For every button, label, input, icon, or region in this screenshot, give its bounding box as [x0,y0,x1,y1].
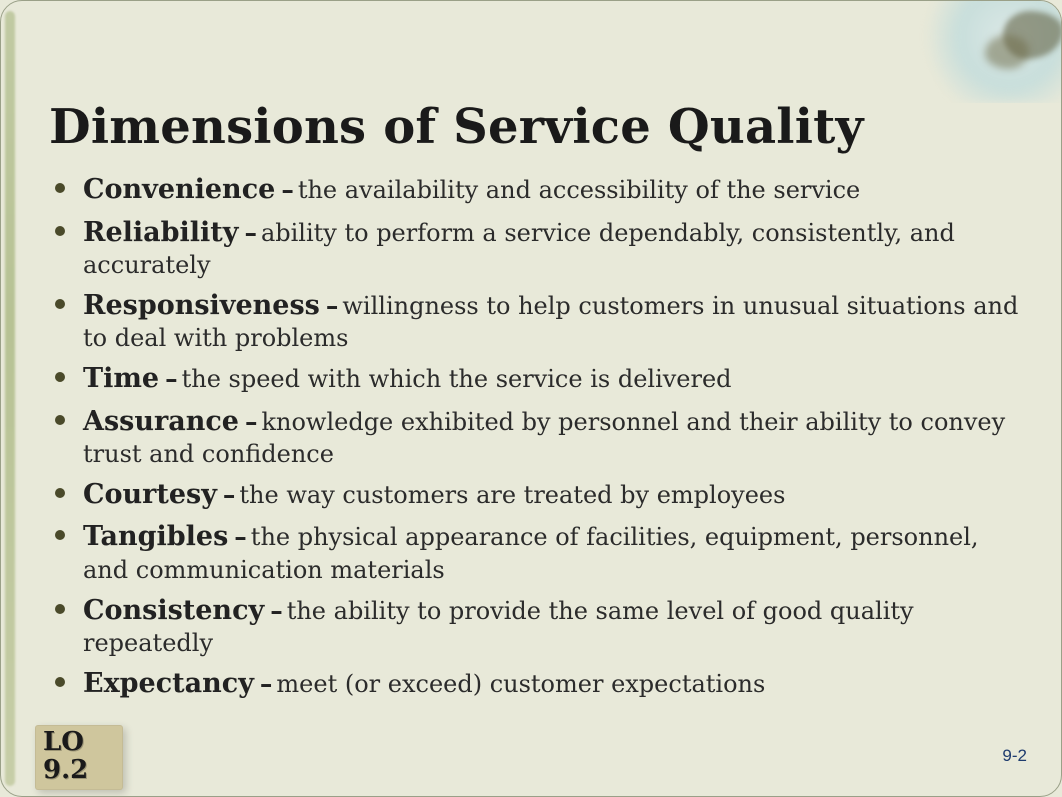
dash-separator: – [260,669,273,698]
dimension-description: the speed with which the service is deli… [182,365,732,393]
lo-badge: LO 9.2 [35,725,123,790]
dash-separator: – [165,364,178,393]
slide: Dimensions of Service Quality Convenienc… [0,0,1062,797]
list-item: Courtesy–the way customers are treated b… [49,478,1021,513]
list-item: Time–the speed with which the service is… [49,362,1021,397]
list-item: Expectancy–meet (or exceed) customer exp… [49,667,1021,702]
list-item: Reliability–ability to perform a service… [49,216,1021,281]
dash-separator: – [223,480,236,509]
dash-separator: – [234,522,247,551]
dimension-description: the availability and accessibility of th… [298,176,860,204]
dash-separator: – [244,218,257,247]
page-number: 9-2 [1002,746,1027,766]
left-accent-stripe [5,11,15,786]
list-item: Consistency–the ability to provide the s… [49,594,1021,659]
dimension-term: Time [83,363,159,394]
dimension-term: Responsiveness [83,290,320,321]
dimension-term: Convenience [83,174,275,205]
dimension-description: meet (or exceed) customer expectations [276,670,765,698]
dash-separator: – [281,175,294,204]
slide-body: Convenience–the availability and accessi… [49,173,1021,710]
lo-line2: 9.2 [43,757,115,784]
dimensions-list: Convenience–the availability and accessi… [49,173,1021,702]
dimension-term: Tangibles [83,521,228,552]
slide-title: Dimensions of Service Quality [49,99,864,155]
dimension-term: Reliability [83,217,238,248]
dimension-term: Expectancy [83,668,254,699]
lo-line1: LO [43,729,115,756]
list-item: Convenience–the availability and accessi… [49,173,1021,208]
list-item: Responsiveness–willingness to help custo… [49,289,1021,354]
corner-decoration [919,0,1062,103]
list-item: Assurance–knowledge exhibited by personn… [49,405,1021,470]
dash-separator: – [270,596,283,625]
dimension-term: Courtesy [83,479,217,510]
dimension-term: Assurance [83,406,239,437]
dash-separator: – [326,291,339,320]
dash-separator: – [245,407,258,436]
list-item: Tangibles–the physical appearance of fac… [49,520,1021,585]
dimension-description: the way customers are treated by employe… [239,481,785,509]
dimension-term: Consistency [83,595,264,626]
